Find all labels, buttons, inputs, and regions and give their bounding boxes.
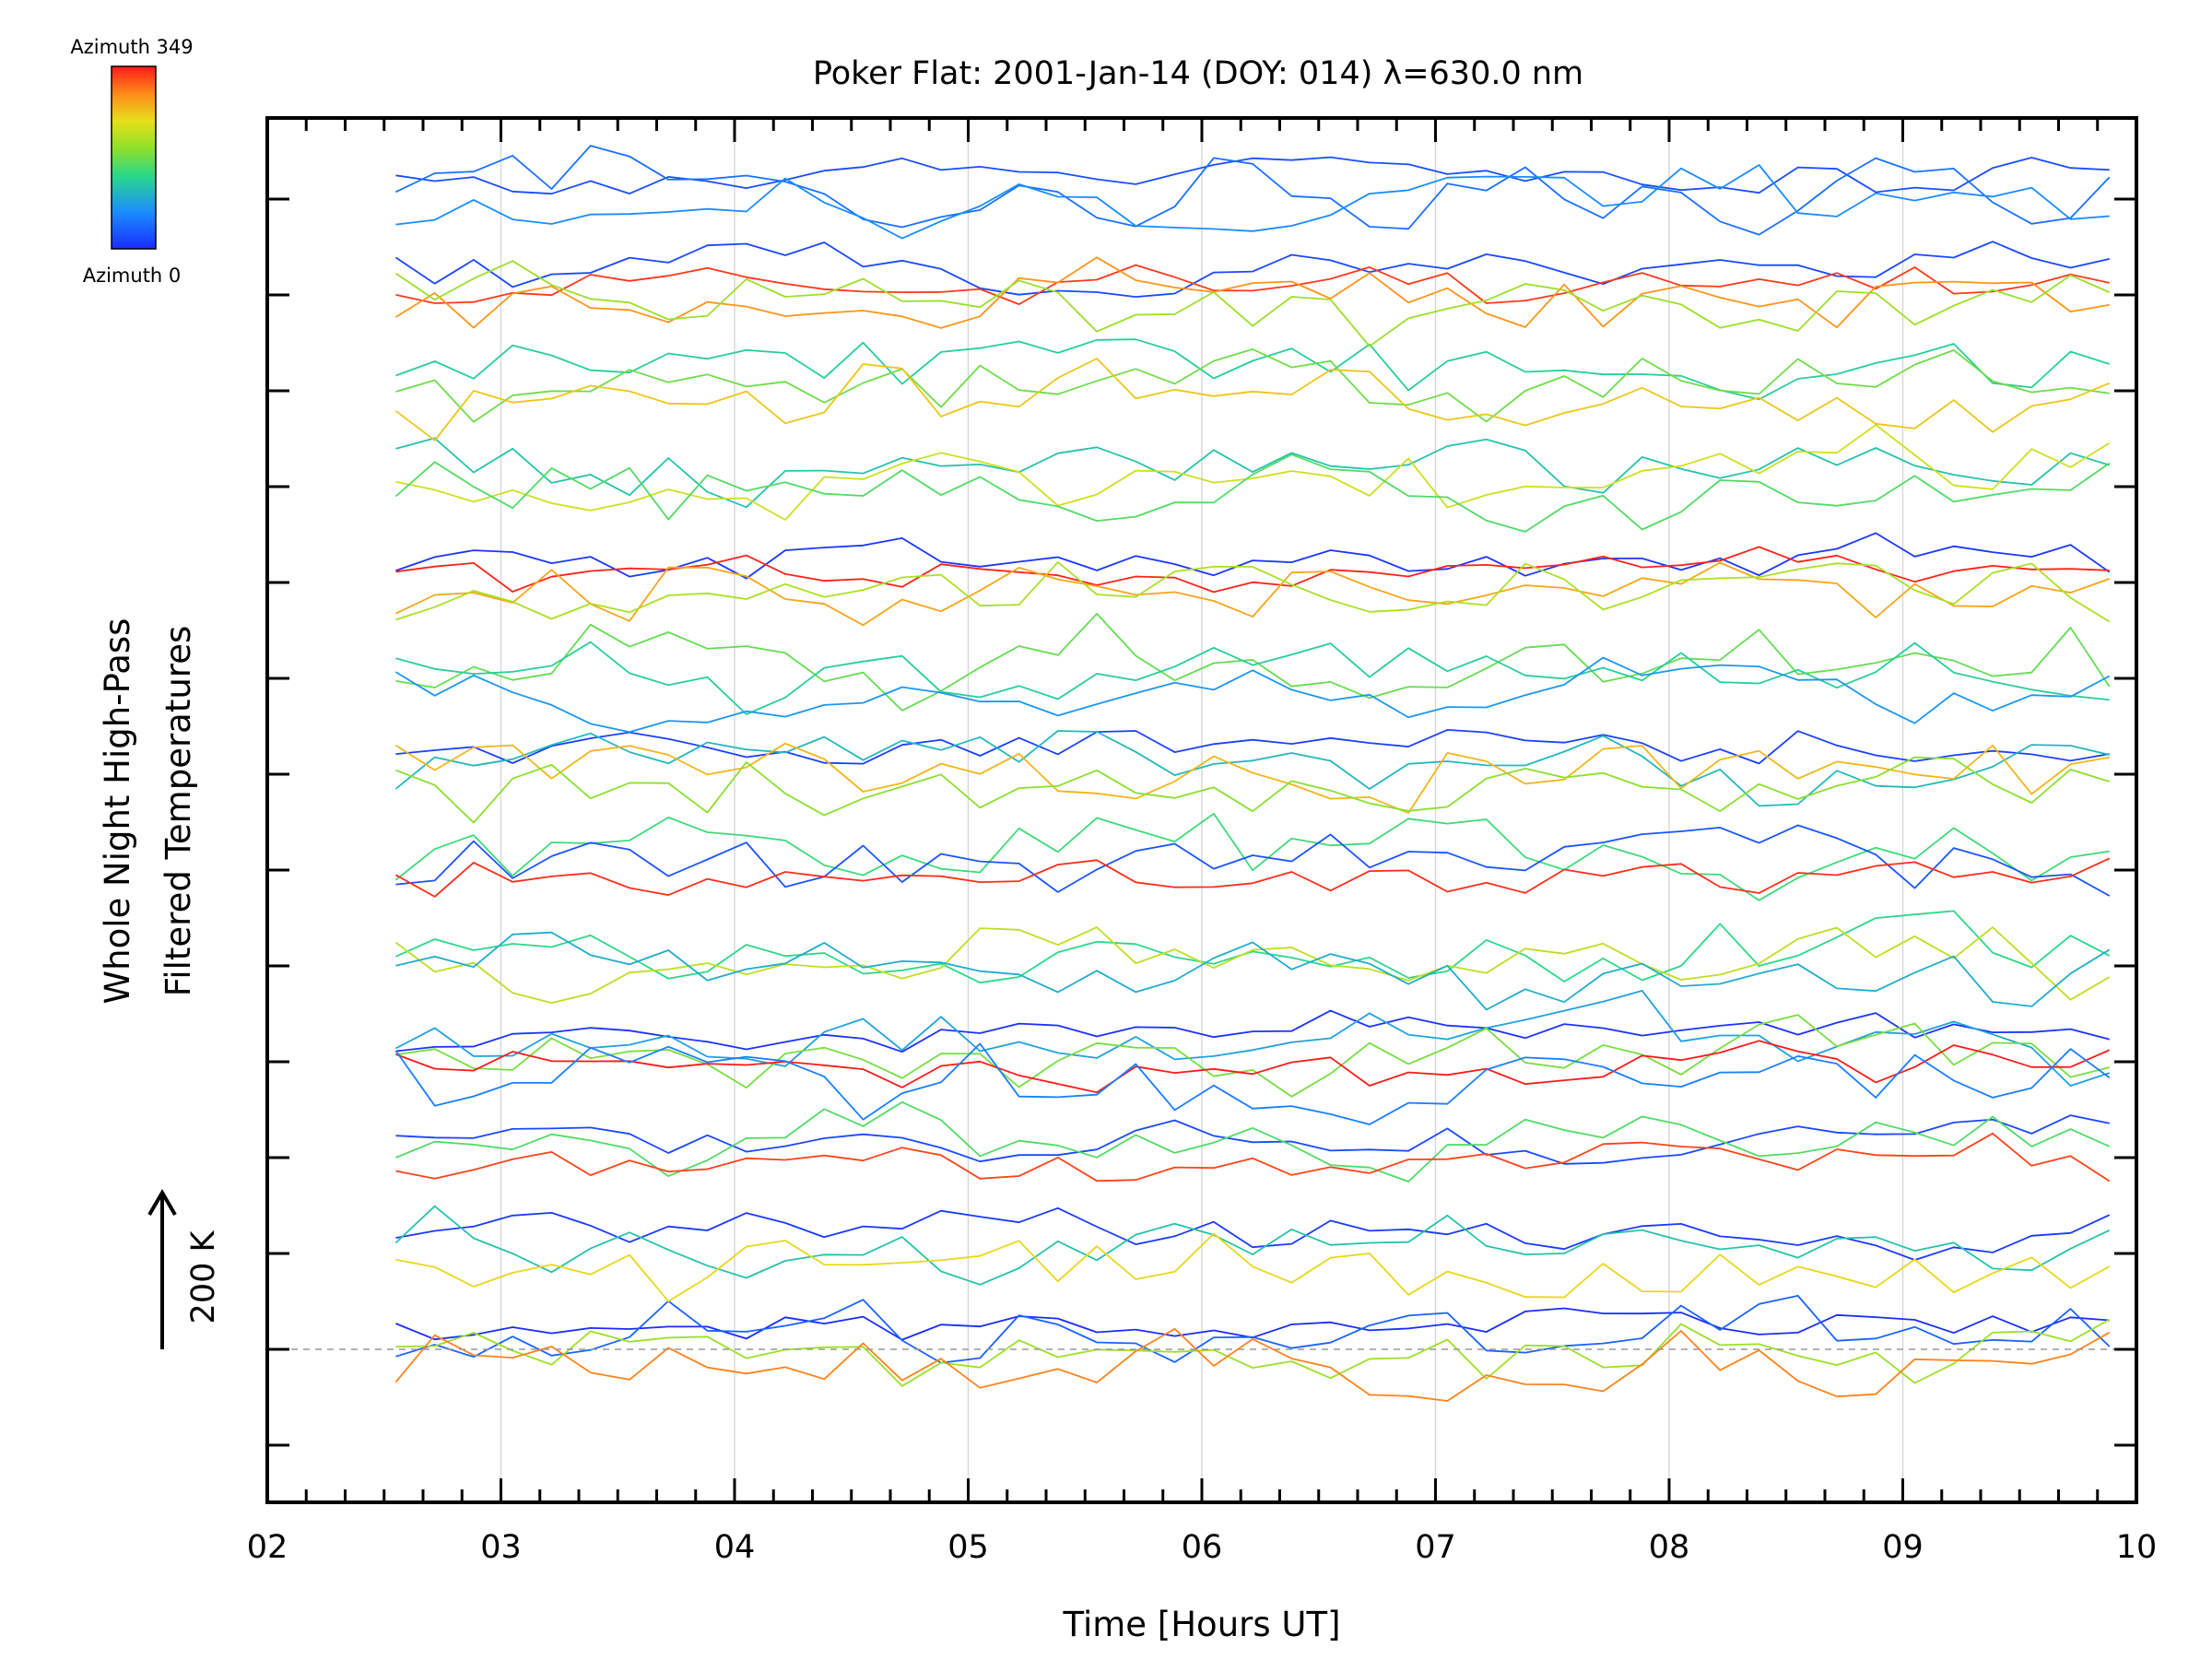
series-line [395, 338, 2111, 401]
series-line [395, 546, 2110, 594]
colorbar-bottom-label: Azimuth 0 [83, 265, 182, 287]
series-line [395, 931, 2111, 1011]
chart-title: Poker Flat: 2001-Jan-14 (DOY: 014) λ=630… [813, 55, 1583, 92]
series-line [394, 742, 2110, 814]
x-tick-label: 07 [1415, 1529, 1456, 1566]
series-line [394, 358, 2111, 441]
x-tick-label: 05 [947, 1529, 989, 1566]
series-line [394, 1327, 2111, 1402]
series-line [394, 260, 2111, 347]
series-line [395, 424, 2111, 521]
colorbar [111, 65, 157, 250]
series-line [395, 1114, 2110, 1165]
series-line [395, 347, 2110, 423]
colorbar-top-label: Azimuth 349 [70, 36, 193, 58]
series-line [394, 812, 2110, 901]
series-line [395, 145, 2111, 236]
x-tick-labels: 02 03 04 05 06 07 08 09 10 [247, 1529, 2158, 1566]
series-line [395, 910, 2111, 984]
series-line [395, 824, 2111, 897]
series-line [394, 1042, 2111, 1125]
series-line [394, 990, 2111, 1087]
series-line [395, 613, 2111, 712]
series-line [395, 1307, 2110, 1341]
scale-label: 200 K [185, 1230, 222, 1324]
series-line [395, 437, 2111, 509]
scale-arrow [147, 1189, 177, 1349]
series-line [395, 1014, 2111, 1098]
x-tick-label: 08 [1649, 1529, 1690, 1566]
x-gridlines [500, 118, 1904, 1502]
series-line [394, 256, 2110, 329]
series-line [395, 1009, 2111, 1053]
series-line [395, 1132, 2111, 1182]
x-tick-label: 10 [2116, 1529, 2158, 1566]
series-line [395, 156, 2110, 195]
x-tick-label: 06 [1182, 1529, 1223, 1566]
series-line [395, 164, 2110, 240]
axis-ticks [265, 118, 2138, 1502]
x-tick-label: 09 [1882, 1529, 1924, 1566]
series-line [395, 641, 2110, 715]
x-tick-label: 02 [247, 1529, 288, 1566]
y-axis-label-line1: Whole Night High-Pass [98, 618, 137, 1005]
series-line [395, 561, 2111, 623]
series-line [395, 264, 2110, 306]
x-axis-label: Time [Hours UT] [1062, 1605, 1340, 1644]
series-line [394, 1205, 2111, 1286]
series-line [395, 1040, 2111, 1094]
x-tick-label: 04 [714, 1529, 756, 1566]
series-line [394, 656, 2111, 734]
series-line [394, 453, 2111, 533]
y-axis-label-line2: Filtered Temperatures [159, 626, 198, 996]
series-line [394, 857, 2111, 898]
series-line [395, 1295, 2111, 1364]
series-line [395, 1232, 2111, 1302]
series-line [394, 926, 2111, 1004]
series-line [395, 729, 2110, 765]
series-line [395, 1206, 2111, 1261]
x-tick-label: 03 [480, 1529, 522, 1566]
series-line [395, 561, 2111, 627]
series-line [394, 730, 2111, 807]
series-line [395, 756, 2111, 824]
series-line [395, 1318, 2111, 1387]
series-lines [394, 145, 2111, 1402]
series-line [395, 532, 2111, 580]
series-line [394, 241, 2110, 299]
